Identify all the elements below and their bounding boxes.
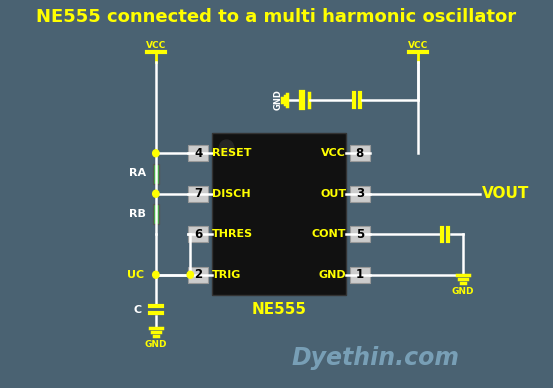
Text: VOUT: VOUT: [482, 186, 530, 201]
Circle shape: [220, 140, 234, 156]
Bar: [350, 267, 370, 283]
Text: CONT: CONT: [312, 229, 346, 239]
Text: 3: 3: [356, 187, 364, 200]
Text: THRES: THRES: [212, 229, 253, 239]
Circle shape: [153, 150, 159, 157]
Text: 8: 8: [356, 147, 364, 160]
Bar: [153, 204, 159, 224]
Bar: [212, 133, 346, 295]
Text: UC: UC: [127, 270, 144, 280]
Text: OUT: OUT: [320, 189, 346, 199]
Text: DISCH: DISCH: [212, 189, 251, 199]
Text: Dyethin.com: Dyethin.com: [291, 346, 460, 370]
Text: TRIG: TRIG: [212, 270, 242, 280]
Text: 6: 6: [194, 228, 202, 241]
Bar: [350, 226, 370, 242]
Bar: [189, 267, 208, 283]
Text: 4: 4: [194, 147, 202, 160]
Text: VCC: VCC: [408, 41, 428, 50]
Text: VCC: VCC: [321, 148, 346, 158]
Text: 2: 2: [195, 268, 202, 281]
Text: GND: GND: [144, 340, 167, 349]
Bar: [189, 145, 208, 161]
Text: C: C: [134, 305, 142, 315]
Text: RESET: RESET: [212, 148, 252, 158]
Text: 7: 7: [195, 187, 202, 200]
Circle shape: [153, 271, 159, 278]
Bar: [350, 145, 370, 161]
Circle shape: [153, 190, 159, 197]
Text: NE555 connected to a multi harmonic oscillator: NE555 connected to a multi harmonic osci…: [36, 8, 517, 26]
Bar: [189, 186, 208, 202]
Text: 1: 1: [356, 268, 364, 281]
Text: VCC: VCC: [145, 41, 166, 50]
Text: GND: GND: [452, 287, 474, 296]
Bar: [153, 163, 159, 184]
Text: GND: GND: [274, 90, 283, 111]
Text: NE555: NE555: [252, 301, 307, 317]
Bar: [350, 186, 370, 202]
Circle shape: [187, 271, 194, 278]
Text: RA: RA: [129, 168, 146, 178]
Text: GND: GND: [319, 270, 346, 280]
Bar: [189, 226, 208, 242]
Text: RB: RB: [129, 209, 146, 219]
Text: 5: 5: [356, 228, 364, 241]
